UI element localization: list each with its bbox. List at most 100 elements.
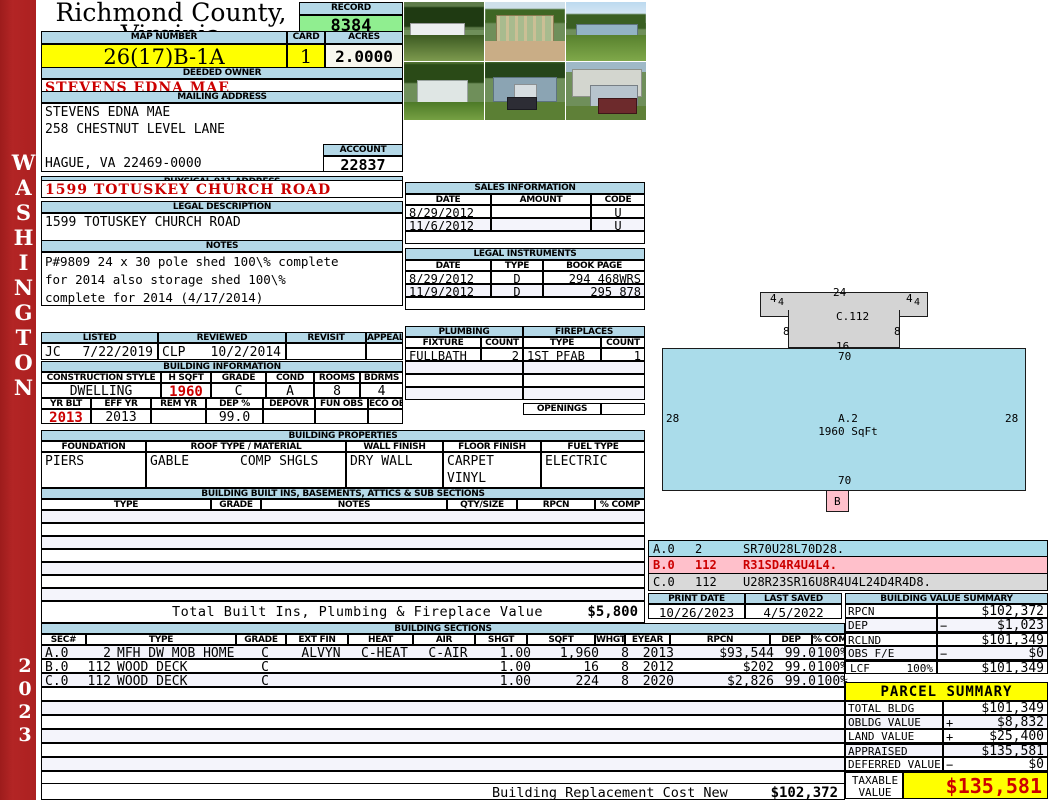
card-value: 1 <box>287 44 325 68</box>
ps-sign-deferred: − <box>946 758 954 772</box>
notes-line-3: complete for 2014 (4/17/2014) <box>45 290 264 305</box>
county-title-block: Richmond County, Virginia Commissioner o… <box>41 0 301 56</box>
bs-dep: 99.0 <box>784 660 816 675</box>
bs-comp: 100% <box>816 674 848 689</box>
bi-val-hsqft: 1960 <box>161 383 211 398</box>
bs-whgt: 8 <box>621 660 629 675</box>
table-row: U <box>591 218 645 231</box>
last-saved-header: LAST SAVED <box>745 593 842 604</box>
area-code-row-a: A.0 2 SR70U28L70D28. <box>648 540 1048 557</box>
bs-col-grade: GRADE <box>236 634 286 645</box>
area-code-num: 2 <box>695 542 703 556</box>
built-ins-total-value: $5,800 <box>587 604 638 620</box>
bs-col-dep: DEP <box>770 634 812 645</box>
table-row <box>491 218 591 231</box>
property-photo-3[interactable] <box>566 2 646 61</box>
map-number-header: MAP NUMBER <box>41 31 287 44</box>
bi-col-rooms: ROOMS <box>314 372 360 383</box>
property-photo-4[interactable] <box>404 61 484 120</box>
legal-description-header: LEGAL DESCRIPTION <box>41 201 403 213</box>
reviewed-header: REVIEWED <box>158 332 286 343</box>
district-spine: WASHINGTON 2023 <box>0 0 36 800</box>
table-row: 8/29/2012 <box>405 205 491 218</box>
bs-shgt: 1.00 <box>499 660 531 675</box>
building-sketch[interactable]: 4 4 24 4 4 C.112 8 8 16 70 28 28 A.2 196… <box>648 182 1048 537</box>
bs-dep: 99.0 <box>784 646 816 661</box>
bp-roof-material: COMP SHGLS <box>240 454 319 469</box>
bi-val-grade: C <box>211 383 266 398</box>
property-photo-2[interactable] <box>485 2 565 61</box>
table-row <box>41 757 845 771</box>
ps-value-deferred: − $0 <box>943 757 1048 772</box>
bi-val-rooms: 8 <box>314 383 360 398</box>
bs-extfin: ALVYN <box>301 646 341 661</box>
bs-col-whgt: WHGT <box>595 634 625 645</box>
building-properties-header: BUILDING PROPERTIES <box>41 430 645 441</box>
sketch-area-a: 1960 SqFt <box>818 425 878 438</box>
sketch-dim-a-left: 28 <box>666 412 680 425</box>
bin-col-notes: NOTES <box>261 499 447 510</box>
bi-col-funobs: FUN OBS <box>315 398 368 409</box>
table-row <box>41 510 645 523</box>
table-row: FULLBATH <box>405 348 481 361</box>
table-row <box>41 523 645 536</box>
area-code-sec: C.0 <box>653 575 675 589</box>
bs-type: WOOD DECK <box>117 674 188 689</box>
sketch-dim-c-left-b: 4 <box>778 297 785 308</box>
bvs-label-obs: OBS F/E <box>845 646 937 660</box>
bs-air <box>414 673 482 675</box>
area-code-sec: B.0 <box>653 558 675 572</box>
ps-sign-obldg: + <box>946 716 954 730</box>
reviewed-date: 10/2/2014 <box>210 345 281 360</box>
table-row: D <box>491 271 543 284</box>
table-row <box>41 729 845 743</box>
appeals-value <box>366 343 403 360</box>
ps-value-appraised: $135,581 <box>943 743 1048 759</box>
table-row <box>405 361 523 374</box>
bi-val-bdrms: 4 <box>360 383 403 398</box>
property-photo-6[interactable] <box>566 61 646 120</box>
listed-date: 7/22/2019 <box>82 345 153 360</box>
area-code-num: 112 <box>695 575 717 589</box>
property-photo-1[interactable] <box>404 2 484 61</box>
bs-code: 112 <box>87 660 111 675</box>
sketch-shape-b <box>826 490 849 512</box>
bi-col-bdrms: BDRMS <box>360 372 403 383</box>
legal-line-2 <box>42 231 402 233</box>
ps-label-land: LAND VALUE <box>845 729 943 743</box>
bp-floor-line-2: VINYL <box>447 471 487 486</box>
bp-col-fuel: FUEL TYPE <box>541 441 645 452</box>
area-code-row-b: B.0 112 R31SD4R4U4L4. <box>648 557 1048 574</box>
bi-col-depovr: DEPOVR <box>263 398 315 409</box>
listed-header: LISTED <box>41 332 158 343</box>
bi-val-dep: 99.0 <box>206 409 263 424</box>
bp-floor-line-1: CARPET <box>447 454 494 469</box>
table-row: A.0 2 MFH DW MOB HOME C ALVYN C-HEAT C-A… <box>41 645 848 661</box>
table-row <box>41 701 845 715</box>
property-photo-5[interactable] <box>485 61 565 120</box>
physical-address-value: 1599 TOTUSKEY CHURCH ROAD <box>41 180 403 198</box>
bs-comp: 100% <box>816 646 848 661</box>
table-row: 1ST PFAB <box>523 348 601 361</box>
bs-sec: C.0 <box>45 674 69 689</box>
property-photo-grid[interactable] <box>404 2 646 120</box>
bs-footer-value: $102,372 <box>770 785 838 801</box>
area-code-string: R31SD4R4U4L4. <box>743 558 837 572</box>
bs-dep: 99.0 <box>784 674 816 689</box>
bp-val-roof: GABLE COMP SHGLS <box>146 452 346 488</box>
bs-heat <box>349 673 420 675</box>
bs-shgt: 1.00 <box>499 674 531 689</box>
bs-whgt: 8 <box>621 674 629 689</box>
plumbing-col-fixture: FIXTURE <box>405 337 481 348</box>
area-code-string: SR70U28L70D28. <box>743 542 845 556</box>
table-row: 294 468WRS <box>543 271 645 284</box>
sales-col-amount: AMOUNT <box>491 194 591 205</box>
bi-val-effyr: 2013 <box>91 409 151 424</box>
sales-information-header: SALES INFORMATION <box>405 182 645 194</box>
listed-by: JC <box>45 345 61 360</box>
bs-sec: A.0 <box>45 646 69 661</box>
bin-col-qty: QTY/SIZE <box>447 499 517 510</box>
bs-eyear: 2013 <box>642 646 674 661</box>
legal-line-1: 1599 TOTUSKEY CHURCH ROAD <box>45 215 241 230</box>
